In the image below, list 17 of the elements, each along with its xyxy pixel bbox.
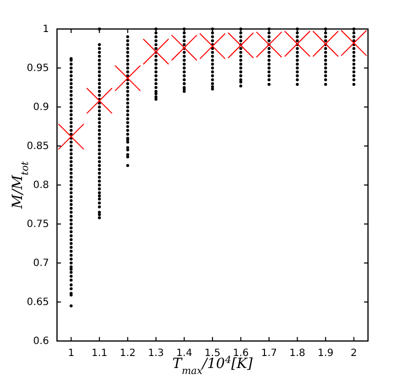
x-tick-label: 1.9 xyxy=(318,348,334,360)
y-tick-label: 0.8 xyxy=(33,180,49,192)
x-tick-label: 1.1 xyxy=(91,348,108,360)
y-tick-label: 0.9 xyxy=(33,102,49,114)
x-tick-label: 1.2 xyxy=(120,348,136,360)
y-tick-label: 0.7 xyxy=(33,258,49,270)
y-tick-label: 0.85 xyxy=(26,141,49,152)
y-tick-label: 0.65 xyxy=(26,297,49,308)
x-tick-label: 1 xyxy=(68,348,74,360)
x-tick-label: 1.3 xyxy=(148,348,164,360)
y-tick-label: 0.75 xyxy=(26,219,49,230)
x-tick-label: 1.8 xyxy=(289,348,306,360)
y-tick-label: 0.95 xyxy=(26,63,49,74)
y-tick-label: 0.6 xyxy=(33,336,49,348)
y-tick-label: 1 xyxy=(42,24,49,36)
x-tick-label: 1.7 xyxy=(261,348,277,360)
x-tick-label: 2 xyxy=(350,348,358,360)
